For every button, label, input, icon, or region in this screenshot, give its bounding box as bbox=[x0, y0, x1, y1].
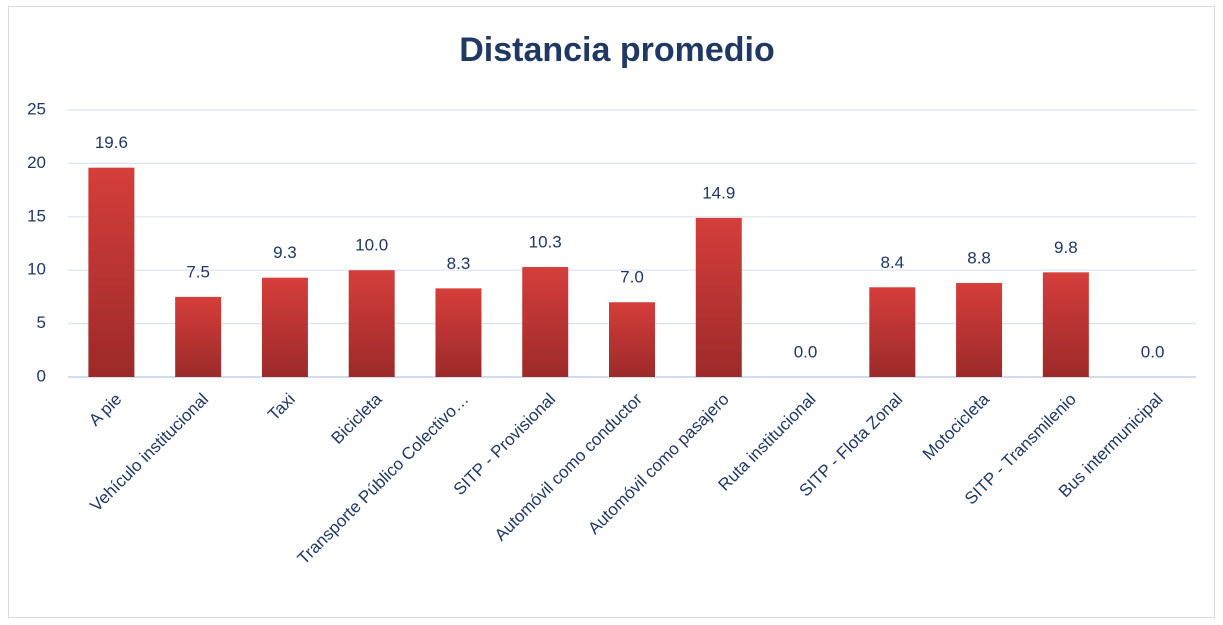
value-label: 10.3 bbox=[529, 232, 562, 251]
value-label: 10.0 bbox=[355, 236, 388, 255]
y-tick-label: 10 bbox=[27, 260, 46, 279]
y-tick-label: 15 bbox=[27, 206, 46, 225]
y-tick-label: 0 bbox=[37, 366, 46, 385]
value-label: 19.6 bbox=[95, 133, 128, 152]
bar bbox=[88, 167, 135, 377]
value-label: 7.5 bbox=[186, 262, 210, 281]
value-label: 8.8 bbox=[967, 249, 991, 268]
y-tick-label: 25 bbox=[27, 99, 46, 118]
value-label: 0.0 bbox=[794, 342, 818, 361]
bar bbox=[435, 288, 482, 377]
y-tick-label: 5 bbox=[37, 313, 46, 332]
value-label: 8.3 bbox=[447, 254, 471, 273]
bar bbox=[869, 287, 916, 377]
chart-title: Distancia promedio bbox=[459, 31, 775, 69]
value-label: 9.3 bbox=[273, 243, 297, 262]
bar bbox=[956, 283, 1003, 377]
bar bbox=[695, 217, 742, 377]
value-label: 9.8 bbox=[1054, 238, 1078, 257]
bar bbox=[522, 266, 569, 377]
bar bbox=[175, 296, 222, 377]
value-label: 14.9 bbox=[702, 183, 735, 202]
value-label: 7.0 bbox=[620, 268, 644, 287]
bar bbox=[261, 277, 308, 377]
bar bbox=[609, 302, 655, 377]
value-label: 8.4 bbox=[880, 253, 904, 272]
y-tick-label: 20 bbox=[27, 153, 46, 172]
bar bbox=[348, 270, 395, 377]
bar bbox=[1042, 272, 1089, 377]
value-label: 0.0 bbox=[1141, 342, 1165, 361]
